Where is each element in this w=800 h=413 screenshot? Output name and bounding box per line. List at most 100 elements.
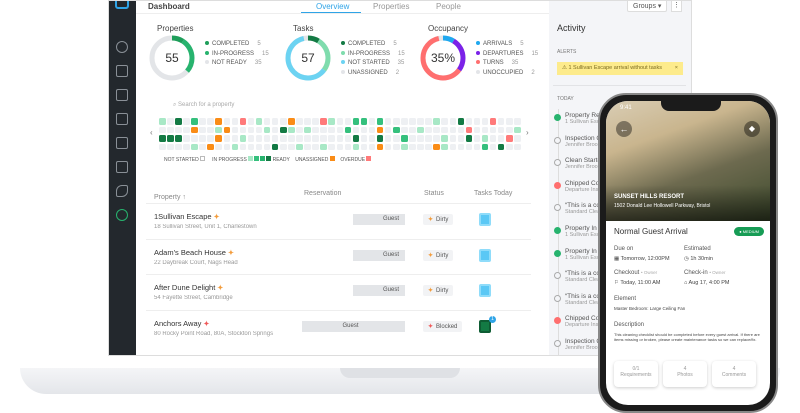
comments-button[interactable]: 4 Comments: [712, 361, 756, 387]
heatmap-cell[interactable]: [368, 126, 376, 134]
heatmap-cell[interactable]: [296, 118, 303, 125]
heatmap-cell[interactable]: [304, 118, 311, 125]
heatmap-cell[interactable]: [360, 118, 368, 125]
heatmap-cell[interactable]: [336, 118, 344, 125]
heatmap-cell[interactable]: [401, 135, 408, 142]
activity-item[interactable]: “This is a co Standard Clea: [565, 202, 601, 216]
chat-icon[interactable]: [116, 209, 128, 221]
heatmap-cell[interactable]: [465, 143, 473, 151]
hourglass-task-icon[interactable]: [479, 319, 491, 333]
tab-overview[interactable]: Overview: [316, 2, 350, 11]
reservation-bar[interactable]: Guest: [353, 249, 405, 261]
requirements-button[interactable]: 0/1 Requirements: [614, 361, 658, 387]
heatmap-cell[interactable]: [328, 118, 335, 125]
heatmap-prev-arrow[interactable]: ‹: [150, 128, 153, 137]
heatmap-cell[interactable]: [409, 118, 416, 125]
directions-icon[interactable]: ◆: [744, 121, 760, 137]
heatmap-cell[interactable]: [199, 135, 206, 142]
heatmap-cell[interactable]: [489, 135, 497, 142]
clipboard-task-icon[interactable]: [479, 284, 491, 297]
heatmap-cell[interactable]: [304, 126, 311, 134]
heatmap-cell[interactable]: [368, 135, 376, 142]
heatmap-cell[interactable]: [384, 126, 392, 134]
property-name[interactable]: Adam's Beach House ✦: [154, 247, 234, 257]
heatmap-cell[interactable]: [449, 118, 457, 125]
heatmap-cell[interactable]: [449, 135, 457, 142]
heatmap-cell[interactable]: [320, 126, 327, 134]
heatmap-cell[interactable]: [465, 135, 473, 142]
heatmap-cell[interactable]: [296, 126, 303, 134]
heatmap-cell[interactable]: [312, 135, 319, 142]
heatmap-cell[interactable]: [263, 143, 271, 151]
heatmap-cell[interactable]: [344, 126, 352, 134]
heatmap-cell[interactable]: [433, 126, 440, 134]
heatmap-cell[interactable]: [271, 126, 279, 134]
heatmap-cell[interactable]: [239, 143, 247, 151]
heatmap-cell[interactable]: [191, 143, 198, 151]
checkbox-icon[interactable]: [116, 65, 128, 77]
heatmap-cell[interactable]: [320, 135, 327, 142]
heatmap-cell[interactable]: [255, 135, 263, 142]
heatmap-cell[interactable]: [409, 143, 416, 151]
heatmap-cell[interactable]: [441, 118, 448, 125]
col-tasks-today[interactable]: Tasks Today: [474, 190, 513, 197]
heatmap-cell[interactable]: [457, 118, 465, 125]
wrench-icon[interactable]: [116, 185, 128, 197]
heatmap-cell[interactable]: [191, 118, 198, 125]
heatmap-cell[interactable]: [352, 126, 360, 134]
heatmap-cell[interactable]: [255, 126, 263, 134]
property-name[interactable]: After Dune Delight ✦: [154, 283, 224, 292]
heatmap-cell[interactable]: [497, 126, 505, 134]
heatmap-cell[interactable]: [159, 126, 166, 134]
heatmap-cell[interactable]: [191, 126, 198, 134]
groups-dropdown[interactable]: Groups ▾: [627, 1, 668, 12]
heatmap-cell[interactable]: [465, 118, 473, 125]
heatmap-cell[interactable]: [352, 135, 360, 142]
heatmap-cell[interactable]: [280, 118, 287, 125]
table-row[interactable]: Adam's Beach House ✦ 22 Daybreak Court, …: [146, 238, 531, 275]
activity-item[interactable]: Property Re 1 Sullivan Esc: [565, 112, 600, 125]
heatmap-cell[interactable]: [167, 143, 174, 151]
heatmap-cell[interactable]: [401, 143, 408, 151]
heatmap-cell[interactable]: [175, 143, 182, 151]
heatmap-cell[interactable]: [239, 118, 247, 125]
heatmap-cell[interactable]: [304, 135, 311, 142]
heatmap-cell[interactable]: [223, 118, 231, 125]
heatmap-cell[interactable]: [207, 118, 214, 125]
heatmap-cell[interactable]: [425, 118, 432, 125]
heatmap-cell[interactable]: [223, 126, 231, 134]
heatmap-cell[interactable]: [489, 143, 497, 151]
heatmap-cell[interactable]: [384, 118, 392, 125]
heatmap-cell[interactable]: [271, 143, 279, 151]
heatmap-cell[interactable]: [288, 143, 295, 151]
heatmap-cell[interactable]: [199, 118, 206, 125]
col-status[interactable]: Status: [424, 190, 444, 197]
heatmap-cell[interactable]: [489, 118, 497, 125]
heatmap-cell[interactable]: [336, 126, 344, 134]
heatmap-cell[interactable]: [288, 118, 295, 125]
heatmap-cell[interactable]: [263, 126, 271, 134]
heatmap-cell[interactable]: [497, 118, 505, 125]
heatmap-cell[interactable]: [360, 135, 368, 142]
tab-properties[interactable]: Properties: [373, 2, 410, 11]
back-arrow-icon[interactable]: ←: [616, 121, 632, 137]
heatmap-cell[interactable]: [199, 126, 206, 134]
heatmap-cell[interactable]: [288, 126, 295, 134]
activity-item[interactable]: “This is a co Standard Clea: [565, 270, 601, 284]
heatmap-cell[interactable]: [320, 143, 327, 151]
heatmap-cell[interactable]: [514, 143, 521, 151]
activity-item[interactable]: Inspection C Jennifer Broo: [565, 338, 602, 351]
heatmap-cell[interactable]: [175, 118, 182, 125]
table-row[interactable]: 1Sullivan Escape ✦ 18 Sullivan Street, U…: [146, 203, 531, 239]
heatmap-cell[interactable]: [231, 126, 239, 134]
heatmap-cell[interactable]: [280, 135, 287, 142]
heatmap-cell[interactable]: [441, 143, 448, 151]
heatmap-cell[interactable]: [280, 143, 287, 151]
col-property[interactable]: Property ↑: [154, 194, 186, 201]
close-icon[interactable]: ×: [674, 65, 678, 71]
heatmap-cell[interactable]: [183, 143, 190, 151]
heatmap-cell[interactable]: [441, 135, 448, 142]
heatmap-cell[interactable]: [167, 135, 174, 142]
heatmap-cell[interactable]: [167, 126, 174, 134]
home-icon[interactable]: [116, 113, 128, 125]
